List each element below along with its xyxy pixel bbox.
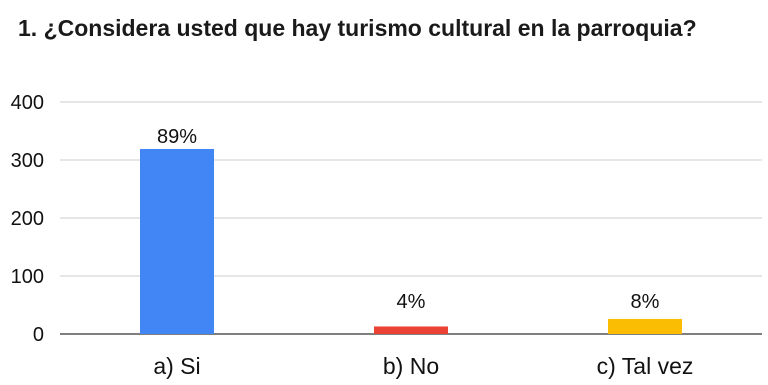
x-category-label: a) Si (153, 353, 200, 379)
data-label: 8% (631, 291, 660, 313)
bar (374, 326, 448, 334)
chart-title: 1. ¿Considera usted que hay turismo cult… (18, 15, 697, 41)
bars (140, 148, 682, 334)
bar (140, 148, 214, 334)
y-tick-label: 100 (11, 266, 44, 288)
bar (608, 318, 682, 334)
y-tick-label: 400 (11, 92, 44, 114)
y-tick-label: 0 (33, 324, 44, 346)
data-label: 89% (157, 126, 197, 148)
x-category-label: c) Tal vez (597, 353, 694, 379)
y-tick-label: 300 (11, 150, 44, 172)
x-axis-categories: a) Si b) No c) Tal vez (153, 353, 693, 379)
data-labels: 89% 4% 8% (157, 126, 660, 313)
y-tick-label: 200 (11, 208, 44, 230)
data-label: 4% (397, 291, 426, 313)
y-axis-ticks: 0 100 200 300 400 (11, 92, 44, 346)
x-category-label: b) No (383, 353, 439, 379)
